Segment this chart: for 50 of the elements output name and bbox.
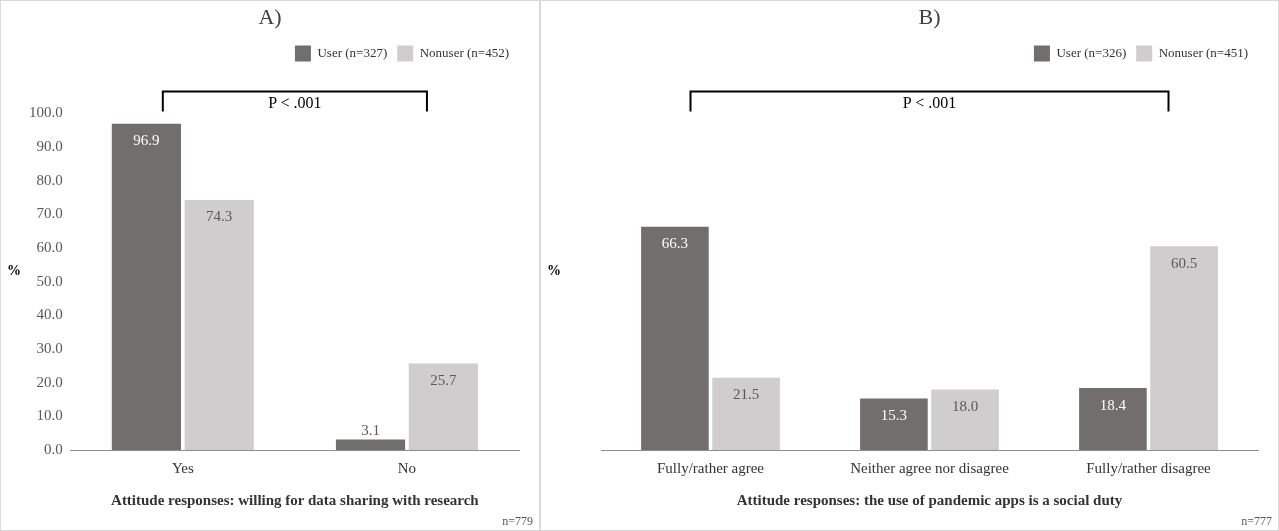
data-label: 96.9	[133, 132, 160, 149]
y-tick-label: 60.0	[36, 238, 63, 255]
y-tick-label: 0.0	[44, 440, 63, 457]
text: n=777	[1241, 514, 1272, 529]
y-axis-title: %	[547, 263, 561, 279]
y-tick-label: 100.0	[29, 104, 63, 121]
bar	[335, 439, 406, 450]
bar	[641, 226, 709, 450]
chart-title: A)	[258, 3, 282, 29]
bar	[1079, 388, 1147, 450]
x-tick-label: Neither agree nor disagree	[850, 459, 1010, 476]
data-label: 25.7	[430, 371, 457, 388]
x-tick-label: Fully/rather disagree	[1086, 459, 1212, 476]
data-label: 66.3	[661, 235, 689, 252]
data-label: 21.5	[732, 386, 760, 403]
bar	[408, 363, 478, 450]
y-tick-label: 20.0	[36, 373, 63, 390]
x-axis-title: Attitude responses: the use of pandemic apps is a social duty	[736, 491, 1123, 508]
y-tick-label: 30.0	[36, 339, 63, 356]
bar	[1150, 246, 1218, 450]
y-tick-label: 10.0	[36, 407, 63, 424]
x-tick-label: Yes	[171, 459, 194, 476]
bar	[111, 123, 181, 450]
chart-title: B)	[918, 3, 941, 29]
legend-label: User (n=326)	[1056, 44, 1127, 60]
x-tick-label: Fully/rather agree	[656, 459, 765, 476]
data-label: 18.4	[1099, 396, 1127, 413]
text: P < .001	[902, 93, 957, 111]
data-label: 18.0	[951, 397, 979, 414]
legend-label: Nonuser (n=451)	[1158, 44, 1249, 60]
y-tick-label: 40.0	[36, 306, 63, 323]
data-label: 15.3	[880, 406, 908, 423]
y-tick-label: 80.0	[36, 171, 63, 188]
bar	[931, 389, 999, 450]
legend-label: Nonuser (n=452)	[419, 44, 510, 60]
text: n=779	[502, 514, 533, 529]
y-axis-title: %	[7, 263, 21, 279]
x-axis-title: Attitude responses: willing for data sharing with research	[111, 491, 480, 508]
data-label: 3.1	[361, 422, 380, 438]
bar	[860, 398, 928, 450]
data-label: 74.3	[206, 208, 233, 225]
x-tick-label: No	[397, 459, 417, 476]
bar	[712, 377, 780, 450]
y-tick-label: 70.0	[36, 205, 63, 222]
data-label: 60.5	[1170, 254, 1198, 271]
y-tick-label: 90.0	[36, 138, 63, 154]
legend-label: User (n=327)	[317, 44, 388, 60]
text: P < .001	[268, 93, 322, 111]
bar	[184, 199, 254, 450]
y-tick-label: 50.0	[36, 272, 63, 289]
